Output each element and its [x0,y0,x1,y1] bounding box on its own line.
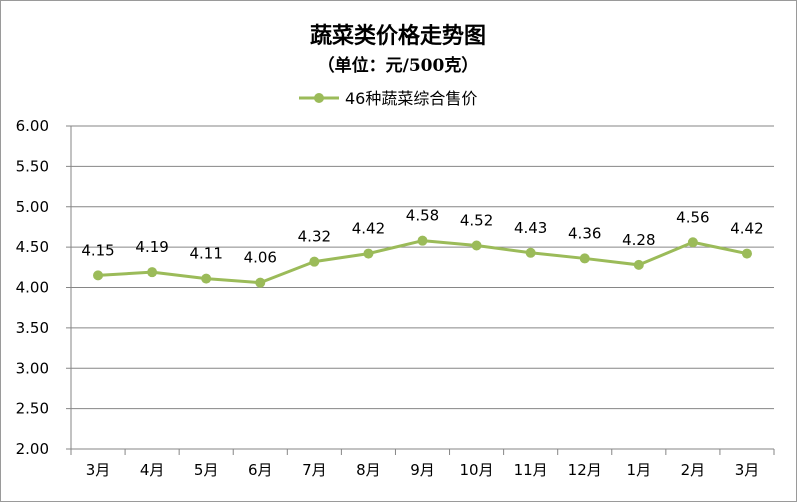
legend-label: 46种蔬菜综合售价 [345,89,477,108]
data-labels: 4.15 4.19 4.11 4.06 4.32 4.42 4.58 4.52 4.43 4.36… [81,207,763,267]
y-tick-labels: 2.00 2.50 3.00 3.50 4.00 4.50 5.00 5.50 6.00 [16,117,49,458]
data-point [579,253,590,264]
data-label: 4.15 [81,241,114,259]
x-tick-label: 8月 [356,461,381,479]
y-tick-label: 5.50 [16,157,49,175]
data-point [471,240,482,251]
data-label: 4.56 [676,208,709,226]
y-tick-label: 5.00 [16,198,49,216]
data-point [417,235,428,246]
x-tick-label: 3月 [735,461,760,479]
x-tick-label: 6月 [248,461,273,479]
chart-subtitle: （单位：元/500克） [318,55,479,76]
data-label: 4.52 [460,212,493,230]
data-point [201,273,212,284]
chart-title: 蔬菜类价格走势图 [310,23,486,49]
x-tick-label: 5月 [194,461,219,479]
x-tick-labels: 3月 4月 5月 6月 7月 8月 9月 10月 11月 12月 1月 2月 3月 [86,461,759,479]
x-tick-label: 12月 [568,461,602,479]
y-tick-label: 2.50 [16,400,49,418]
data-point [741,248,752,259]
data-point [525,247,536,258]
data-label: 4.28 [622,231,655,249]
y-tick-label: 6.00 [16,117,49,135]
x-tick-label: 10月 [460,461,494,479]
data-point [309,256,320,267]
data-point [687,237,698,248]
data-label: 4.32 [298,228,331,246]
y-tick-label: 3.50 [16,319,49,337]
x-tick-label: 11月 [514,461,548,479]
gridlines [71,125,774,410]
x-tick-label: 7月 [302,461,327,479]
x-tick-label: 2月 [681,461,706,479]
data-points [93,235,752,288]
data-point [147,267,158,278]
y-tick-label: 2.00 [16,440,49,458]
data-label: 4.06 [244,249,277,267]
x-tick-label: 3月 [86,461,111,479]
data-label: 4.11 [189,245,222,263]
data-point [255,277,266,288]
legend-dot-marker [314,93,324,103]
x-tick-label: 1月 [627,461,652,479]
data-label: 4.43 [514,219,547,237]
axes [66,125,775,455]
data-point [363,248,374,259]
data-point [633,259,644,270]
x-tick-label: 4月 [140,461,165,479]
legend: 46种蔬菜综合售价 [299,89,477,108]
data-label: 4.36 [568,224,601,242]
data-label: 4.42 [352,220,385,238]
data-label: 4.58 [406,207,439,225]
data-point [93,270,104,281]
x-tick-label: 9月 [410,461,435,479]
data-label: 4.19 [135,238,168,256]
y-tick-label: 4.50 [16,238,49,256]
data-label: 4.42 [730,220,763,238]
y-tick-label: 4.00 [16,279,49,297]
y-tick-label: 3.00 [16,359,49,377]
